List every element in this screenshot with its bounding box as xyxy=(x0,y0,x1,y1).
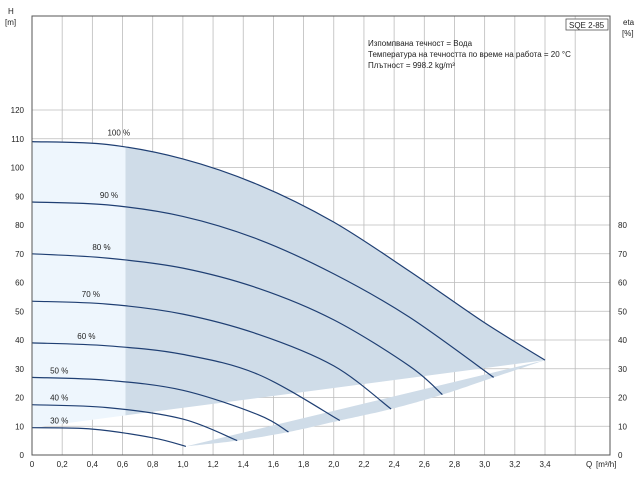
x-tick-label: 0,8 xyxy=(147,460,159,469)
x-tick-label: 2,8 xyxy=(449,460,461,469)
curve-80-pct xyxy=(31,253,443,396)
x-tick-label: 0 xyxy=(30,460,35,469)
y-tick-label-left: 100 xyxy=(11,164,25,173)
x-tick-label: 0,4 xyxy=(87,460,99,469)
operating-area-shaded xyxy=(125,146,545,447)
curve-100-pct xyxy=(31,141,546,361)
y-axis-right-unit: [%] xyxy=(622,29,634,38)
curve-label: 90 % xyxy=(100,191,118,200)
y-tick-labels-right: 0 10 20 30 40 50 60 70 80 xyxy=(618,221,627,460)
curve-60-pct xyxy=(31,342,341,422)
curve-labels: 100 % 90 % 80 % 70 % 60 % 50 % 40 % 30 % xyxy=(50,129,130,426)
y-axis-right-label: eta xyxy=(623,18,635,27)
y-tick-label-right: 10 xyxy=(618,422,627,431)
curve-70-pct xyxy=(31,300,392,410)
y-axis-left-unit: [m] xyxy=(5,18,16,27)
model-box xyxy=(565,18,609,31)
x-tick-label: 0,6 xyxy=(117,460,129,469)
x-tick-label: 1,8 xyxy=(298,460,310,469)
x-tick-label: 2,6 xyxy=(419,460,431,469)
x-tick-labels: 0 0,2 0,4 0,6 0,8 1,0 1,2 1,4 1,6 1,8 2,0 2,2 2,4 2,6… xyxy=(30,460,551,469)
y-axis-left-label: H xyxy=(8,7,14,16)
x-tick-label: 3,0 xyxy=(479,460,491,469)
operating-area xyxy=(32,141,545,447)
curve-label: 100 % xyxy=(107,129,130,138)
y-tick-label-left: 60 xyxy=(15,279,24,288)
y-tick-label-right: 60 xyxy=(618,279,627,288)
y-tick-label-left: 30 xyxy=(15,365,24,374)
y-tick-label-right: 30 xyxy=(618,365,627,374)
curve-label: 80 % xyxy=(92,243,110,252)
x-tick-label: 2,2 xyxy=(358,460,370,469)
x-tick-label: 0,2 xyxy=(57,460,69,469)
x-tick-label: 1,0 xyxy=(177,460,189,469)
curves xyxy=(31,141,546,447)
curve-label: 60 % xyxy=(77,332,95,341)
model-label: SQE 2-85 xyxy=(569,21,605,30)
note-temperature: Температура на течността по време на раб… xyxy=(368,50,571,59)
y-tick-label-right: 40 xyxy=(618,336,627,345)
curve-40-pct xyxy=(31,404,238,442)
x-tick-label: 3,4 xyxy=(539,460,551,469)
x-axis-label: Q xyxy=(586,460,592,469)
y-tick-label-left: 20 xyxy=(15,394,24,403)
x-tick-label: 3,2 xyxy=(509,460,521,469)
y-tick-label-left: 40 xyxy=(15,336,24,345)
curve-90-pct xyxy=(31,201,495,378)
y-tick-label-left: 0 xyxy=(20,451,25,460)
note-fluid: Изпомпвана течност = Вода xyxy=(368,39,473,48)
note-density: Плътност = 998.2 kg/m³ xyxy=(368,61,455,70)
y-tick-label-left: 110 xyxy=(11,135,24,144)
curve-label: 50 % xyxy=(50,366,68,375)
curve-label: 30 % xyxy=(50,417,68,426)
y-tick-label-left: 70 xyxy=(15,250,24,259)
operating-area-light xyxy=(32,141,126,428)
x-tick-label: 1,2 xyxy=(207,460,219,469)
plot-frame xyxy=(31,15,611,456)
x-tick-label: 1,4 xyxy=(238,460,250,469)
y-tick-label-right: 0 xyxy=(618,451,623,460)
x-tick-label: 1,6 xyxy=(268,460,280,469)
y-tick-label-left: 10 xyxy=(15,422,24,431)
y-tick-labels-left: 0 10 20 30 40 50 60 70 80 90 100 110 120 xyxy=(11,106,25,460)
curve-30-pct xyxy=(31,427,187,447)
y-tick-label-left: 50 xyxy=(15,307,24,316)
y-tick-label-right: 50 xyxy=(618,307,627,316)
y-tick-label-right: 70 xyxy=(618,250,627,259)
y-tick-label-right: 80 xyxy=(618,221,627,230)
x-tick-label: 2,4 xyxy=(389,460,401,469)
y-tick-label-left: 90 xyxy=(15,192,24,201)
curve-50-pct xyxy=(31,376,289,433)
x-axis-unit: [m³/h] xyxy=(596,460,616,469)
curve-label: 40 % xyxy=(50,394,68,403)
curve-label: 70 % xyxy=(82,290,100,299)
y-tick-label-left: 80 xyxy=(15,221,24,230)
x-tick-label: 2,0 xyxy=(328,460,340,469)
y-tick-label-left: 120 xyxy=(11,106,25,115)
y-tick-label-right: 20 xyxy=(618,394,627,403)
